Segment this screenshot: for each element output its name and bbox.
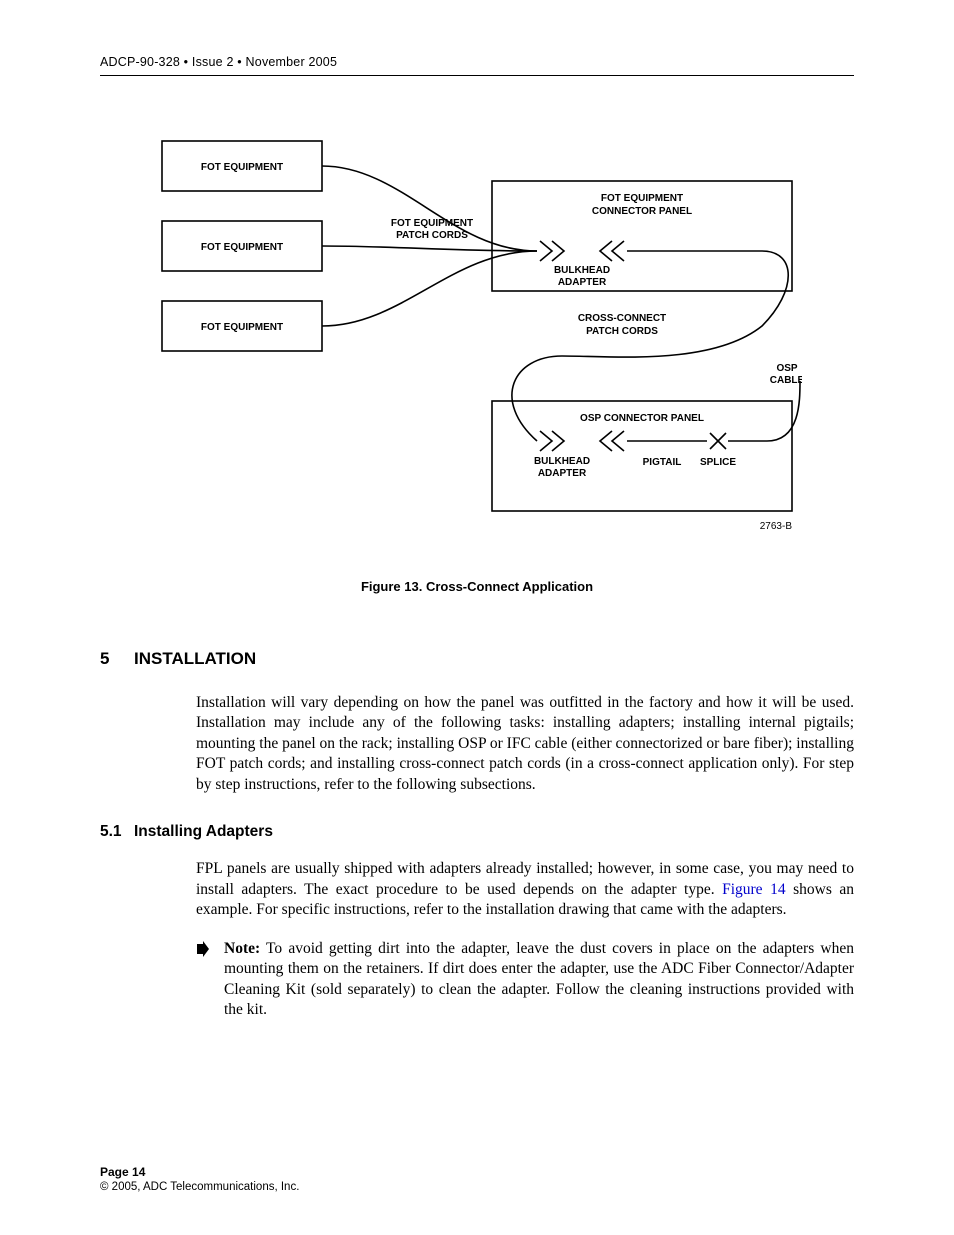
fot-box1-label: FOT EQUIPMENT [201,162,283,173]
section-5-1-para: FPL panels are usually shipped with adap… [196,859,854,920]
note-text: Note: To avoid getting dirt into the ada… [224,939,854,1021]
splice-label: SPLICE [700,457,736,468]
osp-cable-l1: OSP [776,363,797,374]
page: ADCP-90-328 • Issue 2 • November 2005 FO… [0,0,954,1235]
fot-conn-panel-l1: FOT EQUIPMENT [601,193,683,204]
heading-5: 5 INSTALLATION [100,649,854,669]
crossconnect-l2: PATCH CORDS [586,326,658,337]
figure-13: FOT EQUIPMENT FOT EQUIPMENT FOT EQUIPMEN… [100,131,854,594]
fot-box2-label: FOT EQUIPMENT [201,242,283,253]
running-header: ADCP-90-328 • Issue 2 • November 2005 [100,55,854,69]
fot-box3-label: FOT EQUIPMENT [201,322,283,333]
figure-id: 2763-B [760,521,793,532]
heading-5-1: 5.1 Installing Adapters [100,823,854,841]
bulkhead1-l1: BULKHEAD [554,265,610,276]
heading-5-1-title: Installing Adapters [134,823,273,841]
patch-cords-l1: FOT EQUIPMENT [391,218,473,229]
figure-14-link[interactable]: Figure 14 [722,881,786,898]
bulkhead2-l2: ADAPTER [538,468,587,479]
section-5-para: Installation will vary depending on how … [196,693,854,795]
note-block: Note: To avoid getting dirt into the ada… [196,939,854,1021]
crossconnect-l1: CROSS-CONNECT [578,313,666,324]
figure-caption: Figure 13. Cross-Connect Application [100,579,854,594]
pigtail-label: PIGTAIL [643,457,682,468]
note-arrow-icon [196,941,210,957]
osp-panel-label: OSP CONNECTOR PANEL [580,413,704,424]
page-footer: Page 14 © 2005, ADC Telecommunications, … [100,1165,299,1193]
note-body: To avoid getting dirt into the adapter, … [224,940,854,1018]
cross-connect-diagram: FOT EQUIPMENT FOT EQUIPMENT FOT EQUIPMEN… [152,131,802,551]
heading-5-num: 5 [100,649,134,669]
note-icon-wrap [196,939,224,1021]
fot-conn-panel-l2: CONNECTOR PANEL [592,206,692,217]
heading-5-title: INSTALLATION [134,649,256,669]
header-rule [100,75,854,76]
patch-cords-l2: PATCH CORDS [396,230,468,241]
note-label: Note: [224,940,260,957]
bulkhead1-l2: ADAPTER [558,277,607,288]
heading-5-1-num: 5.1 [100,823,134,841]
page-number: Page 14 [100,1165,299,1179]
bulkhead2-l1: BULKHEAD [534,456,590,467]
osp-cable-l2: CABLE [770,375,802,386]
copyright: © 2005, ADC Telecommunications, Inc. [100,1181,299,1193]
